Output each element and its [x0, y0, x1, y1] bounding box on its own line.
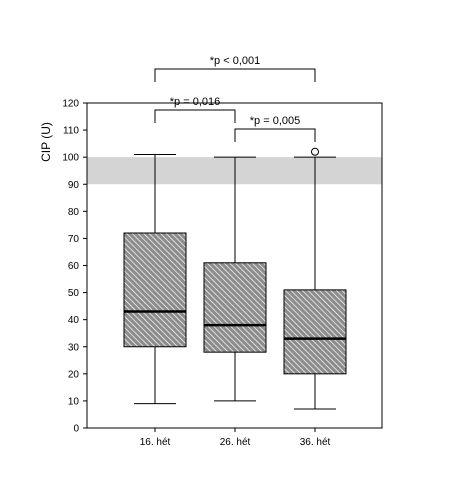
- iqr-box: [203, 262, 267, 353]
- significance-brackets-layer: *p < 0,001 *p = 0,016 *p = 0,005: [154, 55, 316, 142]
- iqr-box: [283, 289, 347, 375]
- significance-bracket-1: *p < 0,001: [154, 55, 316, 82]
- box-group-2: [203, 156, 267, 402]
- p-value-label: *p < 0,001: [210, 55, 260, 67]
- iqr-box: [123, 232, 187, 348]
- x-tick-label: 16. hét: [140, 437, 171, 448]
- x-tick-label: 36. hét: [300, 437, 331, 448]
- p-value-label: *p = 0,005: [250, 115, 300, 127]
- y-tick-label: 0: [73, 424, 79, 435]
- bracket-line: [154, 68, 316, 82]
- y-tick-label: 90: [68, 180, 80, 191]
- y-tick-label: 60: [68, 261, 80, 272]
- box-group-1: [123, 153, 187, 405]
- significance-bracket-3: *p = 0,005: [234, 115, 316, 142]
- box-group-3: [283, 147, 347, 410]
- y-tick-label: 120: [62, 99, 79, 110]
- y-tick-label: 50: [68, 288, 80, 299]
- y-tick-label: 20: [68, 369, 80, 380]
- y-tick-label: 40: [68, 315, 80, 326]
- boxes-layer: [123, 147, 347, 410]
- outlier-point: [311, 147, 319, 156]
- y-tick-label: 100: [62, 153, 79, 164]
- y-tick-label: 110: [63, 126, 79, 137]
- bracket-line: [154, 109, 236, 123]
- y-tick-label: 10: [68, 396, 80, 407]
- y-tick-label: 30: [68, 342, 80, 353]
- bracket-line: [234, 128, 316, 142]
- significance-bracket-2: *p = 0,016: [154, 96, 236, 123]
- axes-layer: 0 10 20 30 40 50 60 70 80 90 100 110 120 16. hét 26. h…: [62, 99, 383, 448]
- y-axis-title: CIP (U): [39, 122, 53, 162]
- y-tick-label: 70: [68, 234, 80, 245]
- y-tick-label: 80: [68, 207, 80, 218]
- p-value-label: *p = 0,016: [170, 96, 220, 108]
- x-tick-label: 26. hét: [220, 437, 251, 448]
